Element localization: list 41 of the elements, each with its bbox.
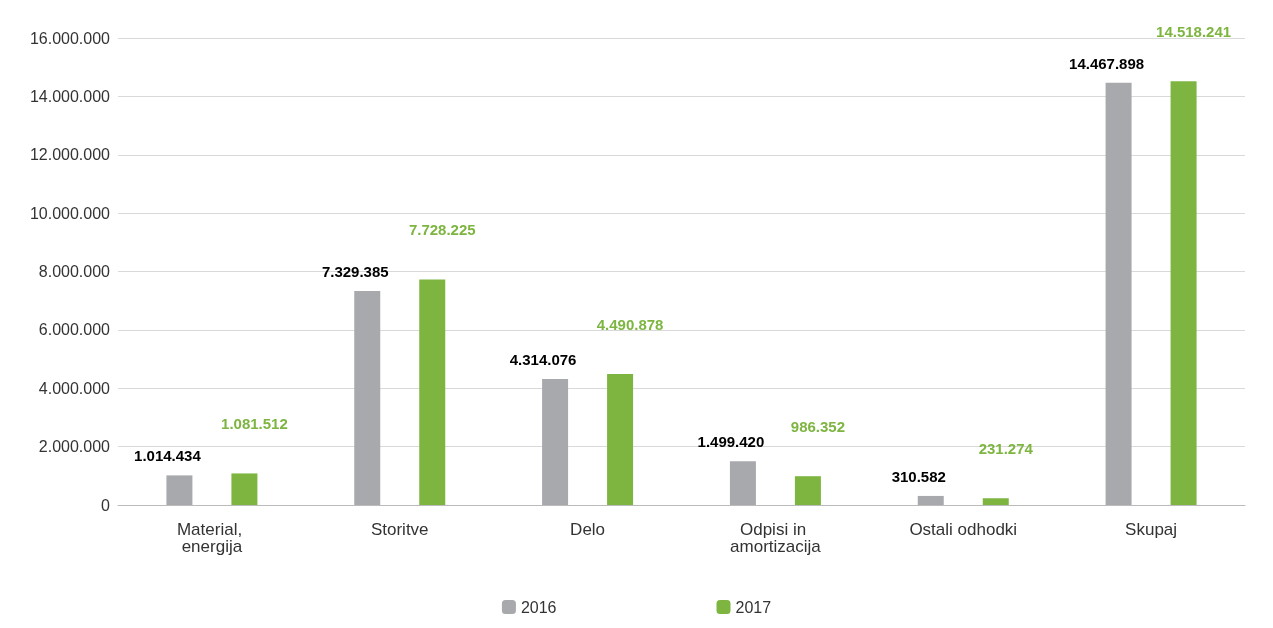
y-tick-label: 14.000.000 <box>29 87 111 105</box>
legend-label: 2016 <box>520 598 557 616</box>
data-label: 7.329.385 <box>321 263 389 281</box>
data-label: 310.582 <box>891 467 946 485</box>
bar <box>542 379 569 505</box>
x-tick-label: Storitve <box>370 520 429 539</box>
x-tick-label: Odpisi in amortizacija <box>730 520 822 556</box>
data-label: 986.352 <box>790 418 846 436</box>
data-label: 1.499.420 <box>697 433 765 451</box>
legend-label: 2017 <box>735 598 772 616</box>
data-label: 4.490.878 <box>596 315 664 333</box>
y-tick-label: 6.000.000 <box>38 321 111 339</box>
y-tick-label: 10.000.000 <box>29 204 111 222</box>
x-tick-label: Material, energija <box>176 520 247 556</box>
data-label: 7.728.225 <box>408 221 476 239</box>
x-tick-label: Skupaj <box>1125 520 1178 539</box>
y-tick-label: 4.000.000 <box>38 379 111 397</box>
y-tick-label: 16.000.000 <box>29 29 111 47</box>
bar <box>607 373 634 505</box>
y-tick-label: 8.000.000 <box>38 263 111 280</box>
x-tick-label: Delo <box>570 520 606 539</box>
x-tick-label: Ostali odhodki <box>909 520 1018 539</box>
data-label: 4.314.076 <box>509 351 577 369</box>
y-tick-label: 2.000.000 <box>38 438 111 456</box>
bar <box>231 473 258 505</box>
y-tick-label: 0 <box>101 496 111 514</box>
bar <box>419 279 446 505</box>
data-label: 1.014.434 <box>134 447 202 465</box>
bar <box>794 476 821 505</box>
bar <box>1170 81 1197 505</box>
data-label: 1.081.512 <box>221 415 288 433</box>
bar <box>1105 82 1132 505</box>
y-tick-label: 12.000.000 <box>29 146 111 164</box>
bar <box>354 291 381 505</box>
bar <box>917 495 944 505</box>
bar <box>166 475 193 505</box>
bar <box>729 461 756 505</box>
data-label: 231.274 <box>978 440 1034 458</box>
data-label: 14.467.898 <box>1069 54 1145 72</box>
bar <box>982 498 1009 505</box>
data-label: 14.518.241 <box>1156 23 1232 41</box>
